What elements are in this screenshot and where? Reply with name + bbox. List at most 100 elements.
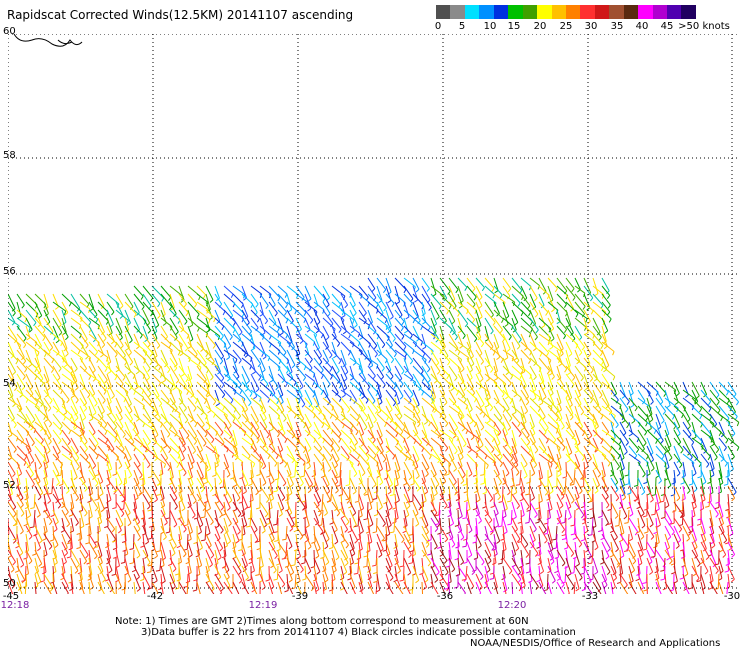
wind-barb-flag xyxy=(158,403,163,407)
wind-barb xyxy=(403,493,411,507)
wind-barb xyxy=(241,461,244,478)
wind-barb xyxy=(205,357,219,368)
wind-barb xyxy=(718,477,722,492)
wind-barb xyxy=(502,461,510,474)
wind-barb xyxy=(43,437,51,452)
wind-barb xyxy=(682,461,686,476)
wind-barb xyxy=(16,293,25,306)
wind-barb xyxy=(8,341,15,356)
wind-barb xyxy=(619,493,624,507)
wind-barb xyxy=(249,493,252,508)
wind-barb-flag xyxy=(530,321,533,326)
wind-barb-flag xyxy=(586,307,591,311)
wind-barb xyxy=(124,349,134,363)
wind-barb xyxy=(438,501,441,516)
wind-barb-flag xyxy=(183,553,187,558)
wind-barb-flag xyxy=(662,410,666,415)
wind-barb-flag xyxy=(647,428,652,432)
wind-barb-flag xyxy=(302,377,307,381)
wind-barb xyxy=(160,421,171,435)
wind-barb xyxy=(448,413,459,429)
wind-barb-flag xyxy=(326,297,330,301)
wind-barb xyxy=(673,389,679,403)
wind-barb xyxy=(214,405,228,416)
wind-barb xyxy=(664,469,672,486)
wind-barb xyxy=(16,469,21,485)
wind-barb xyxy=(169,381,183,393)
wind-barb-flag xyxy=(495,346,500,350)
wind-barb-flag xyxy=(478,296,483,301)
wind-barb xyxy=(142,325,149,340)
wind-barb-flag xyxy=(302,449,307,454)
wind-barb xyxy=(322,405,333,416)
wind-barb xyxy=(349,437,357,449)
wind-barb xyxy=(304,405,316,415)
wind-barb xyxy=(43,413,53,425)
wind-barb-flag xyxy=(403,346,407,351)
wind-barb-flag xyxy=(107,499,112,503)
wind-barb-flag xyxy=(643,481,648,485)
wind-barb-flag xyxy=(666,404,671,409)
wind-barb-flag xyxy=(121,533,126,536)
wind-barb xyxy=(502,317,514,327)
wind-barb-flag xyxy=(54,306,59,310)
cb-label-20: 20 xyxy=(533,21,547,32)
wind-barb xyxy=(547,317,555,329)
wind-barb xyxy=(610,501,619,516)
wind-barb xyxy=(79,365,92,377)
wind-barb xyxy=(574,461,584,477)
wind-barb-flag xyxy=(113,489,118,493)
wind-barb xyxy=(313,445,325,458)
wind-barb xyxy=(286,357,293,373)
wind-barb-flag xyxy=(489,498,494,502)
wind-barb xyxy=(691,485,696,502)
wind-barb xyxy=(187,405,194,420)
wind-barb-flag xyxy=(473,423,477,428)
wind-barb-flag xyxy=(341,515,346,519)
wind-barb xyxy=(466,429,480,440)
wind-barb xyxy=(286,437,298,449)
wind-barb xyxy=(124,397,133,412)
wind-barb xyxy=(727,509,731,526)
wind-barb xyxy=(304,453,311,467)
wind-barb-flag xyxy=(167,369,171,374)
wind-barb xyxy=(394,453,401,470)
wind-barb-flag xyxy=(501,318,504,323)
wind-barb xyxy=(88,317,100,326)
wind-barb xyxy=(214,365,225,379)
wind-barb-flag xyxy=(84,512,88,517)
wind-barb-flag xyxy=(307,308,312,312)
wind-barb-flag xyxy=(154,555,158,559)
wind-barb xyxy=(142,517,147,534)
wind-barb-flag xyxy=(425,473,429,478)
wind-barb xyxy=(88,501,93,517)
wind-barb xyxy=(196,469,205,486)
wind-barb-flag xyxy=(442,481,447,485)
wind-barb xyxy=(727,517,734,534)
wind-barb xyxy=(34,389,44,404)
wind-barb xyxy=(214,341,225,357)
wind-barb-flag xyxy=(47,436,52,440)
wind-barb-flag xyxy=(64,552,68,557)
wind-barb xyxy=(637,437,645,450)
wind-barb-flag xyxy=(420,326,423,331)
wind-barb xyxy=(322,525,330,540)
wind-barb xyxy=(88,357,96,371)
wind-barb xyxy=(430,277,437,295)
wind-barb-flag xyxy=(491,438,495,443)
wind-barb xyxy=(151,397,159,414)
wind-barb xyxy=(214,461,217,476)
wind-barb xyxy=(385,445,396,457)
wind-barb xyxy=(628,429,640,439)
wind-barb-flag xyxy=(432,474,437,478)
wind-barb xyxy=(511,293,521,304)
wind-barb-flag xyxy=(379,468,383,472)
wind-barb-flag xyxy=(625,408,629,413)
wind-barb xyxy=(322,429,334,444)
wind-barb-flag xyxy=(168,306,173,311)
wind-barb xyxy=(331,445,340,460)
wind-barb-flag xyxy=(490,330,494,335)
wind-barb xyxy=(16,517,24,532)
wind-barb-flag xyxy=(186,390,190,395)
wind-barb xyxy=(493,437,501,454)
